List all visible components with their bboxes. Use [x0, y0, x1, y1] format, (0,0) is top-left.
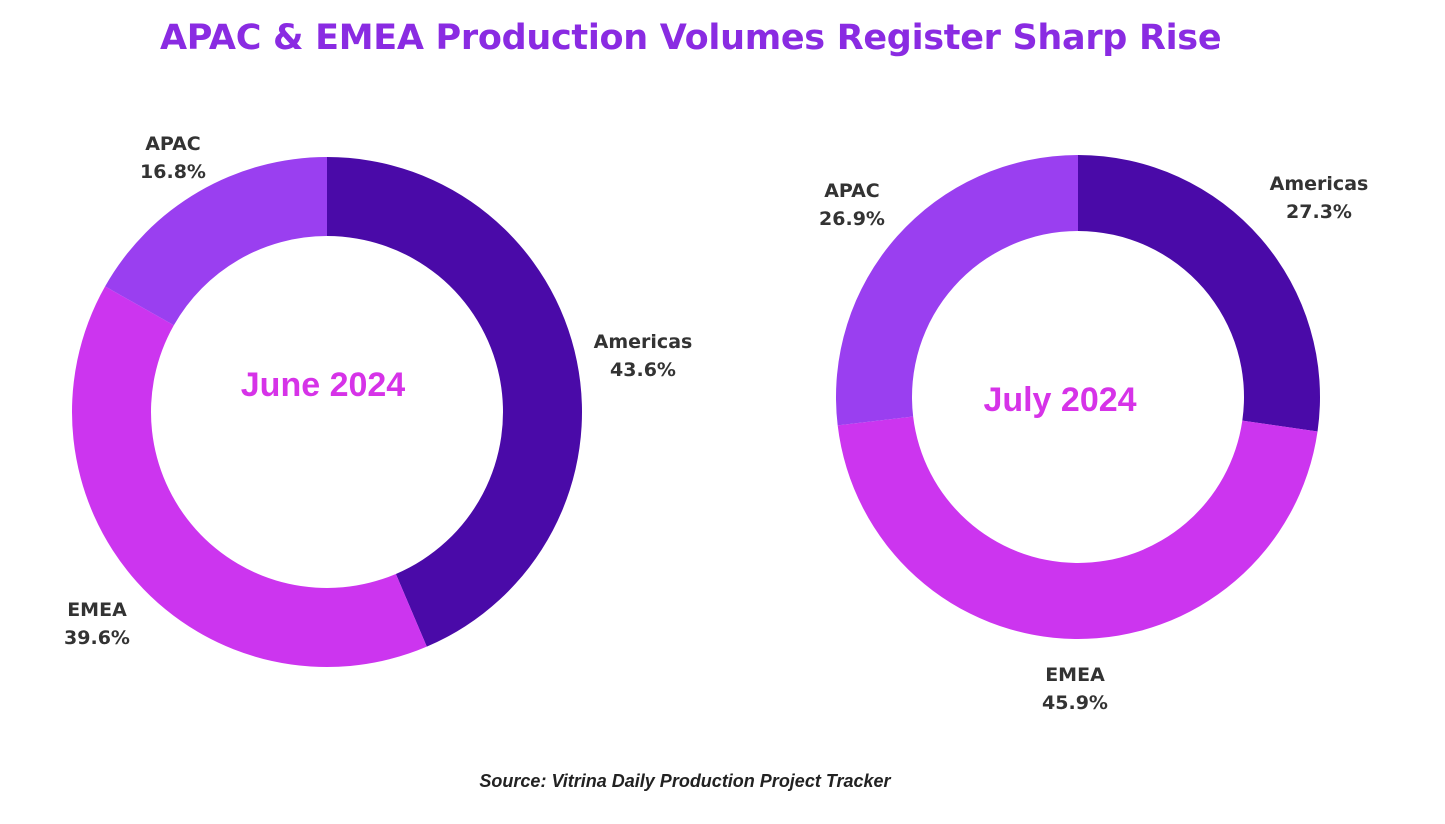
slice-emea — [837, 416, 1318, 639]
donut-chart-1: Americas 43.6% EMEA 39.6% APAC 16.8% June 2024 — [64, 133, 693, 668]
slice-americas — [327, 157, 583, 647]
slice-value-americas: 43.6% — [610, 359, 676, 381]
slice-value-emea: 45.9% — [1042, 692, 1108, 714]
slice-emea — [71, 286, 427, 668]
slice-americas — [1078, 155, 1320, 432]
donut-chart-2: Americas 27.3% EMEA 45.9% APAC 26.9% July 2024 — [819, 155, 1368, 714]
slice-value-emea: 39.6% — [64, 627, 130, 649]
source-note: Source: Vitrina Daily Production Project… — [479, 771, 891, 791]
center-label: June 2024 — [241, 366, 406, 404]
slice-value-apac: 16.8% — [140, 161, 206, 183]
slice-apac — [836, 155, 1078, 426]
slice-value-apac: 26.9% — [819, 208, 885, 230]
page-title: APAC & EMEA Production Volumes Register … — [160, 18, 1222, 58]
slice-label-apac: APAC — [824, 180, 880, 202]
slice-label-apac: APAC — [145, 133, 201, 155]
slice-value-americas: 27.3% — [1286, 201, 1352, 223]
slice-label-americas: Americas — [594, 331, 693, 353]
slice-label-emea: EMEA — [1045, 664, 1105, 686]
center-label: July 2024 — [983, 381, 1136, 419]
slice-label-emea: EMEA — [67, 599, 127, 621]
slice-apac — [105, 157, 327, 326]
slice-label-americas: Americas — [1270, 173, 1369, 195]
